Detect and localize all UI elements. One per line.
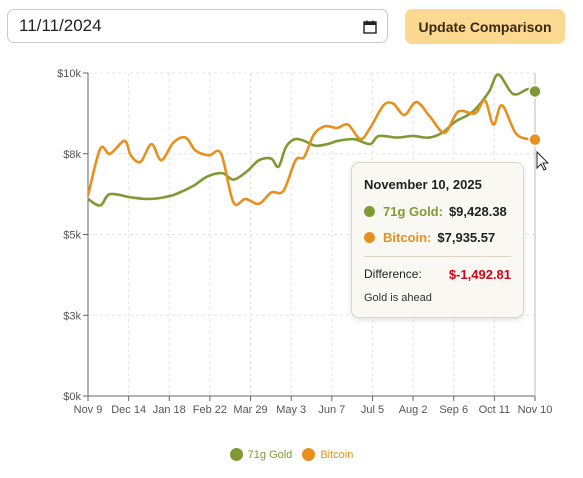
active-point-gold	[528, 84, 542, 99]
series-line-bitcoin	[86, 99, 536, 207]
x-tick-label: Feb 22	[193, 404, 227, 416]
tooltip-divider	[364, 256, 511, 257]
series-line-gold	[87, 73, 536, 207]
legend-item-bitcoin[interactable]: Bitcoin	[302, 448, 353, 461]
gold-legend-icon	[229, 448, 243, 461]
active-point-bitcoin	[528, 132, 542, 147]
calendar-icon[interactable]	[363, 19, 377, 34]
legend-item-gold[interactable]: 71g Gold	[229, 448, 293, 461]
chart-legend: 71g Gold Bitcoin	[0, 448, 583, 461]
y-tick-label: $0k	[63, 391, 81, 403]
chart-tooltip: November 10, 2025 71g Gold: $9,428.38 Bi…	[351, 162, 524, 318]
tooltip-gold-label: 71g Gold:	[383, 204, 443, 219]
tooltip-note: Gold is ahead	[364, 292, 432, 304]
update-comparison-button[interactable]: Update Comparison	[405, 9, 565, 44]
y-tick-label: $8k	[63, 149, 81, 161]
y-tick-label: $10k	[57, 68, 81, 80]
x-tick-label: Aug 2	[399, 404, 428, 416]
x-tick-label: May 3	[276, 404, 306, 416]
x-tick-label: Nov 10	[518, 404, 553, 416]
tooltip-gold-value: $9,428.38	[448, 204, 507, 219]
tooltip-difference: Difference: $-1,492.81	[364, 267, 511, 282]
x-tick-label: Jun 7	[318, 404, 345, 416]
x-tick-label: Mar 29	[233, 404, 267, 416]
tooltip-difference-value: $-1,492.81	[448, 267, 511, 282]
tooltip-difference-label: Difference:	[364, 267, 422, 281]
date-value: 11/11/2024	[19, 16, 102, 35]
date-input[interactable]: 11/11/2024	[7, 9, 388, 43]
x-tick-label: Nov 9	[74, 404, 103, 416]
x-tick-label: Jan 18	[153, 404, 186, 416]
x-tick-label: Dec 14	[111, 404, 146, 416]
legend-bitcoin-label: Bitcoin	[320, 448, 354, 461]
y-tick-label: $3k	[63, 310, 81, 322]
y-tick-label: $5k	[63, 230, 81, 242]
x-tick-label: Oct 11	[479, 404, 511, 416]
tooltip-row-gold: 71g Gold: $9,428.38	[364, 204, 511, 219]
tooltip-bitcoin-value: $7,935.57	[437, 230, 496, 245]
gold-dot-icon	[364, 206, 375, 217]
bitcoin-dot-icon	[364, 232, 375, 243]
tooltip-date: November 10, 2025	[364, 177, 482, 192]
x-tick-label: Jul 5	[361, 404, 384, 416]
tooltip-bitcoin-label: Bitcoin:	[383, 230, 432, 245]
tooltip-row-bitcoin: Bitcoin: $7,935.57	[364, 230, 511, 245]
mouse-pointer-icon	[536, 150, 550, 171]
x-tick-label: Sep 6	[439, 404, 468, 416]
line-chart: $0k $3k $5k $8k $10k Nov 9 Dec 14 Jan 18 Feb 22 M…	[57, 68, 553, 416]
legend-gold-label: 71g Gold	[247, 448, 293, 461]
bitcoin-legend-icon	[302, 448, 316, 461]
